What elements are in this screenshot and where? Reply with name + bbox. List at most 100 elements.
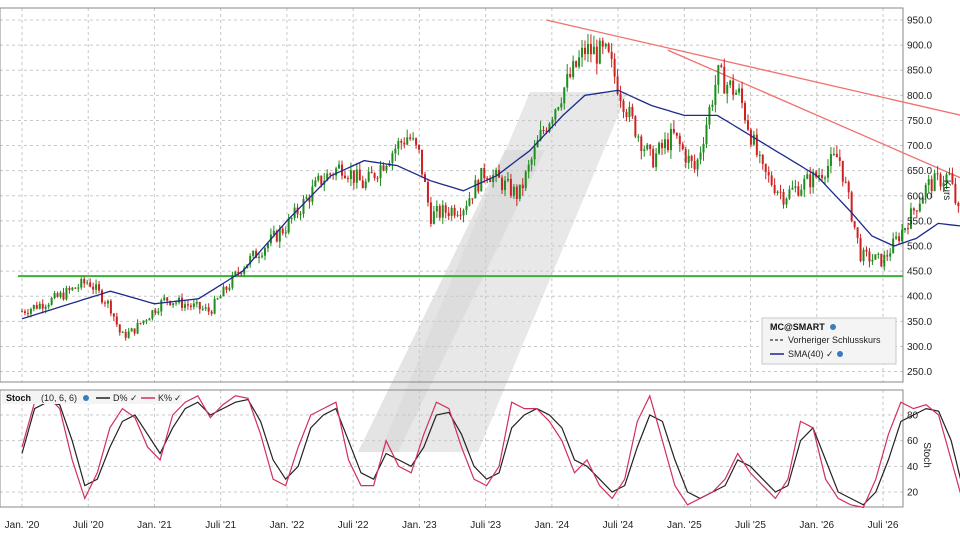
candle-body (127, 331, 130, 338)
legend-check-d-icon[interactable]: ✓ (130, 393, 138, 403)
candle-body (874, 254, 877, 260)
legend-settings-icon[interactable] (837, 351, 843, 357)
candle-body (106, 300, 109, 304)
stoch-info-icon[interactable] (83, 395, 89, 401)
candle-body (634, 116, 637, 137)
legend-check-k-icon[interactable]: ✓ (174, 393, 182, 403)
candle-body (406, 137, 409, 145)
candle-body (518, 184, 521, 199)
candle-body (486, 178, 489, 180)
candle-body (720, 65, 723, 67)
price-y-axis: 950.0 900.0 850.0 800.0 750.0 700.0 650.0 600.0… (907, 16, 932, 379)
candle-body (83, 279, 86, 284)
candle-body (954, 183, 957, 203)
candle-body (506, 178, 509, 181)
candle-body (148, 318, 151, 321)
candle-body (492, 175, 495, 183)
candle-body (124, 331, 127, 338)
stoch-axis-label: Stoch (921, 442, 932, 468)
candle-body (376, 178, 379, 180)
candle-body (192, 303, 195, 307)
candle-body (767, 172, 770, 176)
x-tick-label: Jan. '22 (270, 520, 305, 531)
candle-body (228, 287, 231, 290)
candle-body (758, 154, 761, 156)
candle-body (361, 180, 364, 188)
candle-body (669, 128, 672, 151)
candle-body (521, 184, 524, 189)
candle-body (101, 290, 104, 303)
candle-body (625, 111, 628, 118)
candle-body (563, 87, 566, 104)
candle-body (592, 46, 595, 55)
candle-body (711, 104, 714, 107)
chart-grid (0, 8, 903, 507)
candle-body (169, 300, 172, 305)
candle-body (23, 311, 26, 314)
candle-body (121, 331, 124, 333)
candle-body (578, 57, 581, 67)
candle-body (287, 218, 290, 233)
candle-body (272, 230, 275, 235)
watermark-logo (358, 92, 628, 452)
candle-body (548, 123, 551, 132)
legend-info-icon[interactable] (830, 324, 836, 330)
panel-frames (0, 7, 904, 508)
candle-body (770, 175, 773, 185)
candle-body (186, 304, 189, 306)
candle-body (853, 221, 856, 228)
candle-body (115, 316, 118, 325)
y-tick-label: 400.0 (907, 292, 932, 303)
candle-body (489, 179, 492, 183)
y-tick-label: 800.0 (907, 91, 932, 102)
candle-body (524, 171, 527, 189)
legend-label-prev-close: Vorheriger Schlusskurs (788, 335, 881, 345)
candle-body (151, 310, 154, 319)
candle-body (844, 181, 847, 183)
candle-body (112, 313, 115, 317)
candle-body (732, 80, 735, 95)
candle-body (939, 174, 942, 187)
candle-body (841, 160, 844, 182)
candle-body (409, 137, 412, 139)
candle-body (370, 171, 373, 174)
candle-body (640, 136, 643, 151)
candle-body (438, 206, 441, 218)
legend-check-icon[interactable]: ✓ (826, 349, 834, 359)
sma-series (21, 89, 960, 320)
candle-body (536, 140, 539, 148)
candlestick-series (21, 33, 960, 341)
candle-body (349, 170, 352, 180)
candle-body (791, 187, 794, 190)
candle-body (826, 165, 829, 178)
candle-body (432, 211, 435, 224)
candle-body (714, 84, 717, 105)
candle-body (118, 324, 121, 333)
x-tick-label: Jan. '21 (137, 520, 172, 531)
candle-body (901, 229, 904, 241)
candle-body (530, 159, 533, 165)
candle-body (441, 205, 444, 218)
candle-body (604, 43, 607, 47)
candle-body (468, 198, 471, 206)
candle-body (746, 120, 749, 130)
candle-body (47, 304, 50, 307)
candle-body (675, 132, 678, 136)
candle-body (895, 236, 898, 239)
candle-body (418, 144, 421, 150)
x-tick-label: Juli '24 (603, 520, 634, 531)
candle-body (195, 302, 198, 304)
candle-body (824, 177, 827, 179)
candle-body (909, 208, 912, 229)
candle-body (868, 251, 871, 262)
candle-body (346, 178, 349, 180)
candle-body (225, 286, 228, 290)
candle-body (812, 171, 815, 188)
candle-body (515, 186, 518, 199)
candle-body (68, 288, 71, 290)
candle-body (898, 236, 901, 241)
stoch-tick-label: 20 (907, 488, 919, 499)
candle-body (435, 206, 438, 212)
candle-body (234, 271, 237, 275)
candle-body (480, 168, 483, 192)
